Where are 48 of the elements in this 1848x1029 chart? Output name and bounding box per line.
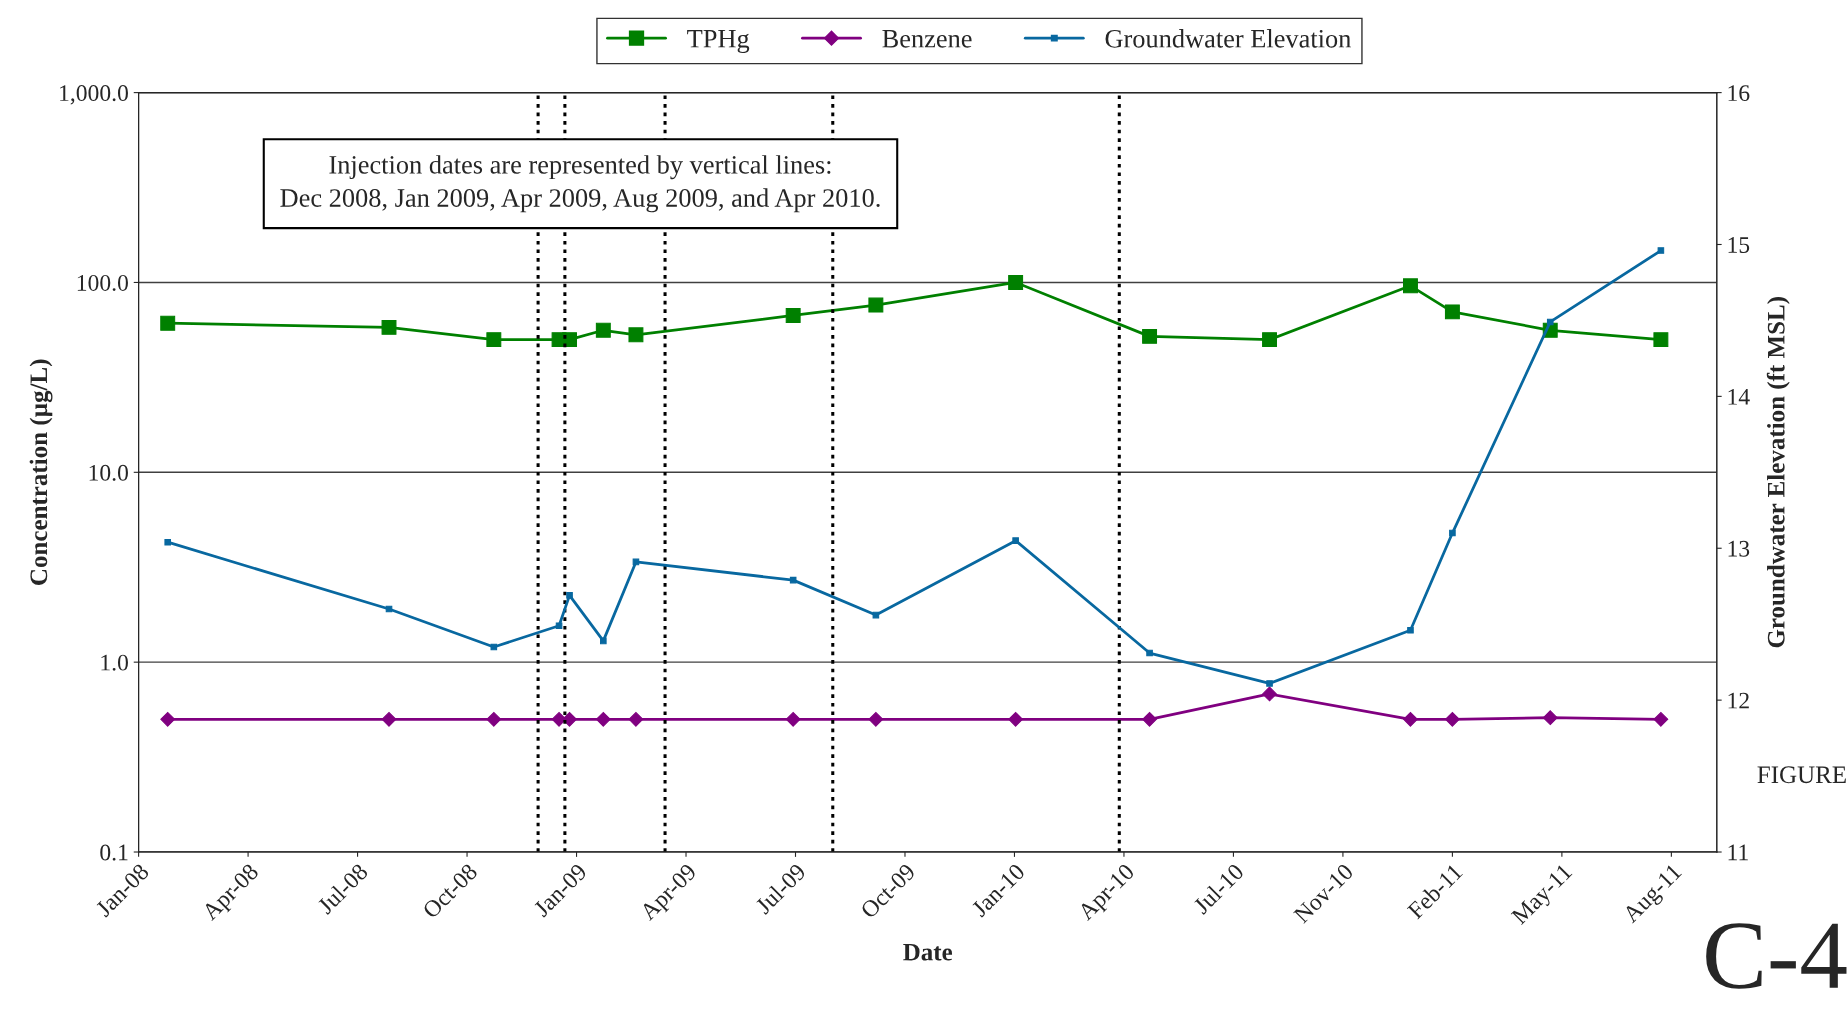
point	[785, 711, 801, 727]
text: FIGURE	[1757, 766, 1846, 784]
point	[1542, 710, 1558, 726]
y2-tick-label: 11	[1728, 844, 1748, 861]
point	[595, 322, 611, 338]
point	[1445, 711, 1460, 727]
point	[1403, 278, 1418, 294]
y-tick-label: 1,000.0	[60, 85, 128, 105]
y-tick-label: 10.0	[89, 464, 128, 481]
point	[562, 711, 577, 727]
y2-tick-label: 13	[1728, 540, 1750, 557]
point	[1403, 711, 1418, 727]
y2-tick-label: 14	[1728, 388, 1750, 405]
point	[381, 319, 397, 335]
point	[160, 711, 176, 727]
point	[1142, 328, 1158, 344]
point	[1262, 686, 1277, 702]
point	[1262, 332, 1277, 348]
annotation: Injection dates are represented by vertical lines: Dec 2008, Jan 2009, Apr 2009, Aug 2009, and Apr 2010.	[280, 155, 880, 213]
point	[1142, 711, 1157, 727]
legend-label: Groundwater Elevation	[1105, 29, 1351, 48]
legend-label: Benzene	[882, 30, 972, 48]
y-tick-label: 100.0	[77, 274, 128, 291]
point	[628, 327, 644, 343]
y-tick-label: 0.1	[100, 844, 128, 861]
y2-tick-label: 16	[1728, 85, 1750, 102]
point	[595, 711, 611, 727]
y-axis-title: Concentration (µg/L)	[29, 359, 53, 585]
point	[486, 711, 502, 727]
point	[1008, 711, 1024, 727]
point	[1008, 275, 1024, 290]
point	[628, 711, 644, 727]
text: C-4	[1706, 923, 1847, 989]
y-tick-label: 1.0	[101, 654, 128, 671]
x-axis-title: Date	[903, 943, 953, 961]
point	[868, 711, 884, 727]
point	[1653, 711, 1669, 727]
y2-tick-label: 15	[1728, 237, 1750, 253]
y2-axis-title: Groundwater Elevation (ft MSL)	[1766, 297, 1790, 648]
y2-tick-label: 12	[1728, 692, 1749, 709]
legend-label: TPHg	[687, 30, 750, 54]
point	[785, 308, 801, 323]
point	[868, 297, 884, 313]
point	[1444, 304, 1460, 320]
point	[1653, 332, 1669, 348]
point	[160, 315, 176, 331]
point	[381, 711, 397, 727]
point	[486, 332, 502, 348]
